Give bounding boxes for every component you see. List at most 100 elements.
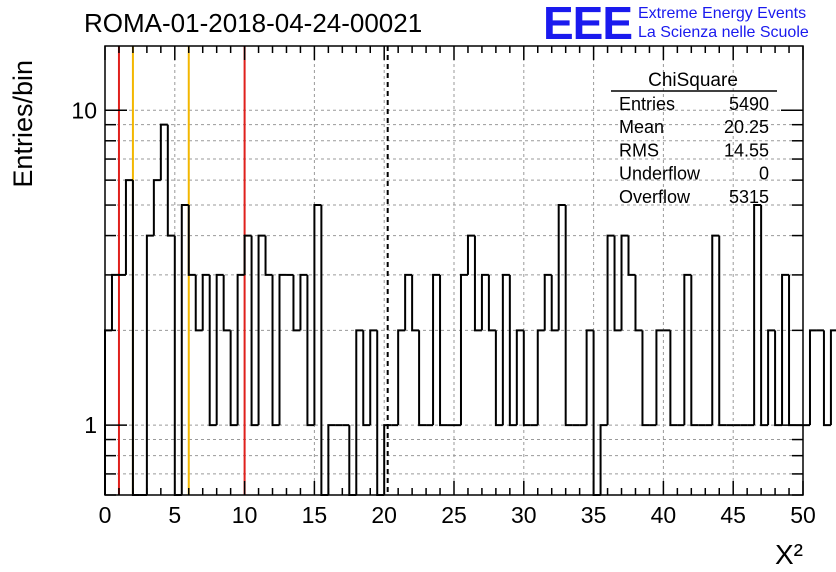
histogram-bin (599, 424, 608, 495)
histogram-bin (201, 273, 210, 331)
histogram-bin (718, 235, 727, 427)
histogram-bin (711, 234, 720, 426)
histogram-bin (522, 330, 531, 427)
stats-row-value: 0 (759, 164, 769, 184)
stats-row-label: Mean (619, 117, 664, 137)
stats-row-label: Overflow (619, 187, 691, 207)
histogram-bin (487, 274, 496, 332)
histogram-bin (355, 329, 364, 495)
histogram-bin (152, 179, 161, 236)
histogram-bin (208, 274, 217, 427)
histogram-bin (753, 204, 762, 426)
histogram-bin (215, 273, 224, 426)
histogram-bin (250, 235, 259, 427)
histogram-bin (145, 234, 154, 495)
histogram-bin (404, 273, 413, 331)
histogram-bin (781, 273, 790, 426)
histogram-bin (585, 329, 594, 426)
stats-row-label: Underflow (619, 164, 701, 184)
histogram-bin (313, 204, 322, 426)
stats-box-title: ChiSquare (648, 70, 738, 91)
histogram-bin (271, 274, 280, 427)
histogram-bin (557, 204, 566, 331)
stats-row-label: RMS (619, 140, 659, 160)
histogram-bin (110, 273, 119, 331)
histogram-bin (459, 273, 468, 426)
histogram-bin (655, 329, 664, 426)
axis-ticks (104, 46, 804, 496)
x-axis-label: X² (775, 539, 803, 570)
histogram-bin (641, 330, 650, 427)
histogram-bin (627, 235, 636, 276)
histogram-bin (690, 274, 699, 427)
x-tick-label: 50 (790, 502, 816, 528)
x-tick-labels: 0 5 10 15 20 25 30 35 40 45 50 (99, 502, 816, 528)
histogram-bin (543, 273, 552, 331)
x-tick-label: 30 (511, 502, 537, 528)
y-axis-label: Entries/bin (8, 60, 38, 188)
histogram-bin (550, 274, 559, 332)
x-tick-label: 0 (99, 502, 112, 528)
eee-logo-mark: EEE (543, 0, 633, 49)
histogram-bin (634, 274, 643, 332)
stats-row-value: 20.25 (724, 117, 769, 137)
histogram-bin (166, 124, 175, 237)
histogram-bin (767, 329, 776, 426)
histogram-bin (494, 330, 503, 427)
histogram-bin (829, 329, 836, 426)
histogram-bin (564, 205, 573, 427)
stats-row-value: 5315 (729, 187, 769, 207)
histogram-bin (222, 274, 231, 332)
histogram-bin (669, 330, 678, 427)
x-tick-label: 5 (168, 502, 181, 528)
histogram-bin (229, 330, 238, 427)
histogram-bin (369, 329, 378, 426)
histogram-bin (104, 329, 112, 495)
histogram-bin (320, 205, 329, 496)
histogram-bin (397, 329, 406, 426)
histogram-bin (362, 330, 371, 427)
histogram-bin (236, 273, 245, 426)
x-tick-label: 40 (651, 502, 677, 528)
stats-box-rows: Entries 5490 Mean 20.25 RMS 14.55 Underflow 0 Ov… (619, 94, 769, 207)
histogram-bin (592, 330, 601, 496)
histogram-bin (613, 235, 622, 332)
histogram-bin (515, 329, 524, 426)
eee-logo-line2: La Scienza nelle Scuole (638, 24, 809, 41)
run-title: ROMA-01-2018-04-24-00021 (84, 8, 423, 38)
reference-lines (117, 46, 389, 495)
histogram-bin (418, 330, 427, 427)
histogram-bin (536, 329, 545, 426)
stats-row-value: 5490 (729, 94, 769, 114)
histogram-bin (432, 273, 441, 426)
y-tick-labels: 1 10 (71, 97, 97, 438)
histogram-bin (243, 234, 252, 275)
histogram-bin (466, 234, 475, 275)
histogram-bin (131, 180, 140, 496)
histogram-bin (822, 330, 831, 427)
grid-lines (104, 46, 804, 496)
histogram-bin (278, 273, 287, 426)
histogram-bin (480, 273, 489, 331)
eee-logo-line1: Extreme Energy Events (638, 5, 807, 22)
histogram-bin (501, 273, 510, 426)
histogram-bin (348, 425, 357, 496)
histogram-bin (180, 204, 189, 495)
histogram-bin (264, 235, 273, 276)
histogram-bin (508, 274, 517, 427)
histogram-bin (683, 273, 692, 426)
histogram-bin (376, 330, 385, 496)
histogram-bin (327, 424, 336, 495)
x-tick-label: 10 (232, 502, 258, 528)
histogram-bin (620, 234, 629, 331)
histogram-bin (187, 205, 196, 276)
histogram-bin (606, 234, 615, 426)
histogram-bin (124, 179, 133, 275)
y-tick-label: 1 (84, 412, 97, 438)
stats-box: ChiSquare Entries 5490 Mean 20.25 RMS 14.55 Un… (611, 70, 777, 207)
eee-logo: EEE Extreme Energy Events La Scienza nel… (543, 0, 833, 49)
histogram-bin (411, 274, 420, 332)
x-tick-label: 45 (720, 502, 746, 528)
